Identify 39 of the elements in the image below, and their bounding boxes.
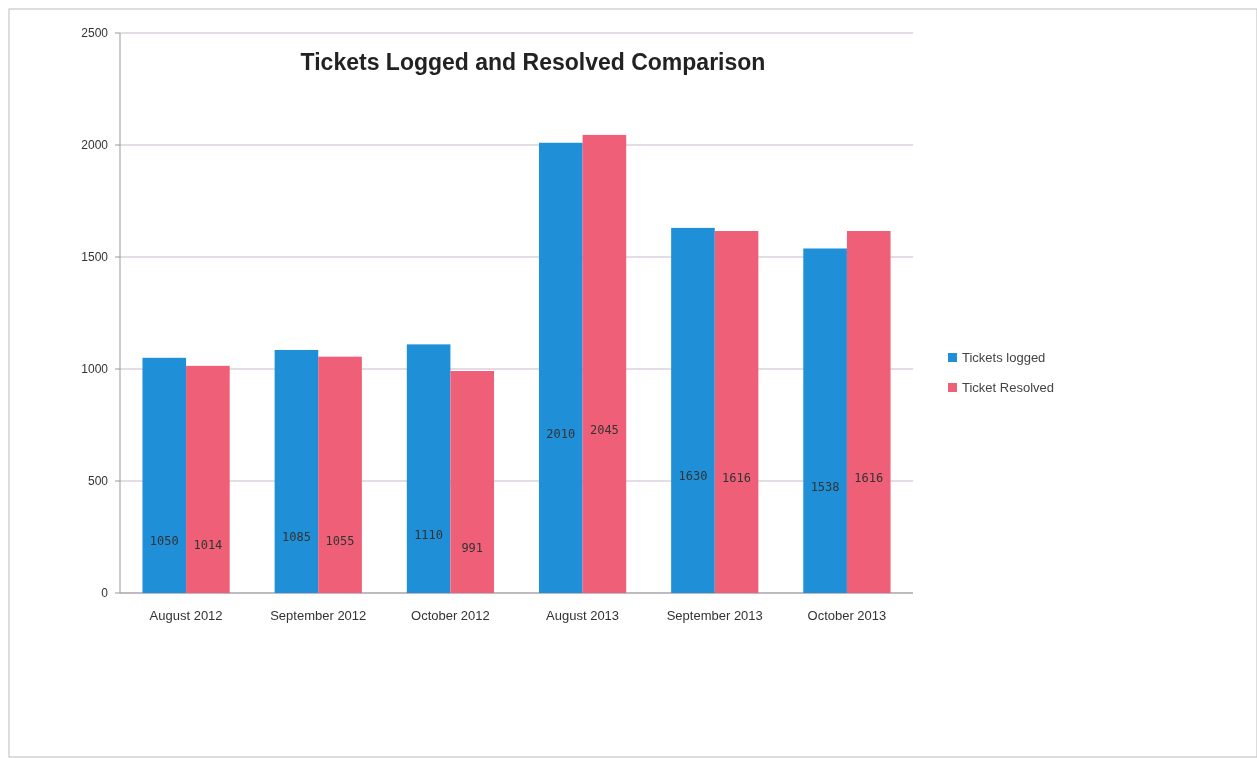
bar xyxy=(582,134,627,593)
y-tick-label: 0 xyxy=(101,586,109,600)
legend-label: Tickets logged xyxy=(962,350,1046,365)
x-tick-label: October 2013 xyxy=(807,608,887,623)
y-tick-label: 2000 xyxy=(81,138,109,152)
y-tick-label: 1000 xyxy=(81,362,109,376)
bar xyxy=(846,231,891,593)
y-tick-label: 2500 xyxy=(81,26,109,40)
data-label: 1014 xyxy=(193,538,223,553)
legend-label: Ticket Resolved xyxy=(962,380,1054,395)
data-label: 1110 xyxy=(414,527,444,542)
data-label: 991 xyxy=(461,541,484,556)
bar xyxy=(142,357,187,593)
data-label: 1630 xyxy=(678,469,708,484)
x-tick-label: August 2013 xyxy=(546,608,620,623)
bar xyxy=(714,231,759,593)
y-tick-label: 1500 xyxy=(81,250,109,264)
bar xyxy=(318,356,362,593)
bar xyxy=(274,349,319,593)
x-tick-label: September 2013 xyxy=(666,608,763,623)
bar xyxy=(450,371,495,593)
bar xyxy=(671,227,715,593)
data-label: 1538 xyxy=(810,479,840,494)
y-tick-label: 500 xyxy=(87,474,109,488)
x-tick-label: September 2012 xyxy=(270,608,367,623)
data-label: 1616 xyxy=(722,471,752,486)
bar xyxy=(538,142,583,593)
bar xyxy=(406,344,451,593)
data-label: 2010 xyxy=(546,426,576,441)
data-label: 1055 xyxy=(325,533,355,548)
data-label: 2045 xyxy=(589,422,619,437)
data-label: 1085 xyxy=(281,530,311,545)
x-tick-label: August 2012 xyxy=(149,608,223,623)
x-tick-label: October 2012 xyxy=(411,608,490,623)
data-label: 1050 xyxy=(149,534,179,549)
text: Tickets Logged and Resolved Comparison xyxy=(300,49,766,75)
bar xyxy=(803,248,847,593)
data-label: 1616 xyxy=(854,471,884,486)
bar xyxy=(186,365,230,593)
